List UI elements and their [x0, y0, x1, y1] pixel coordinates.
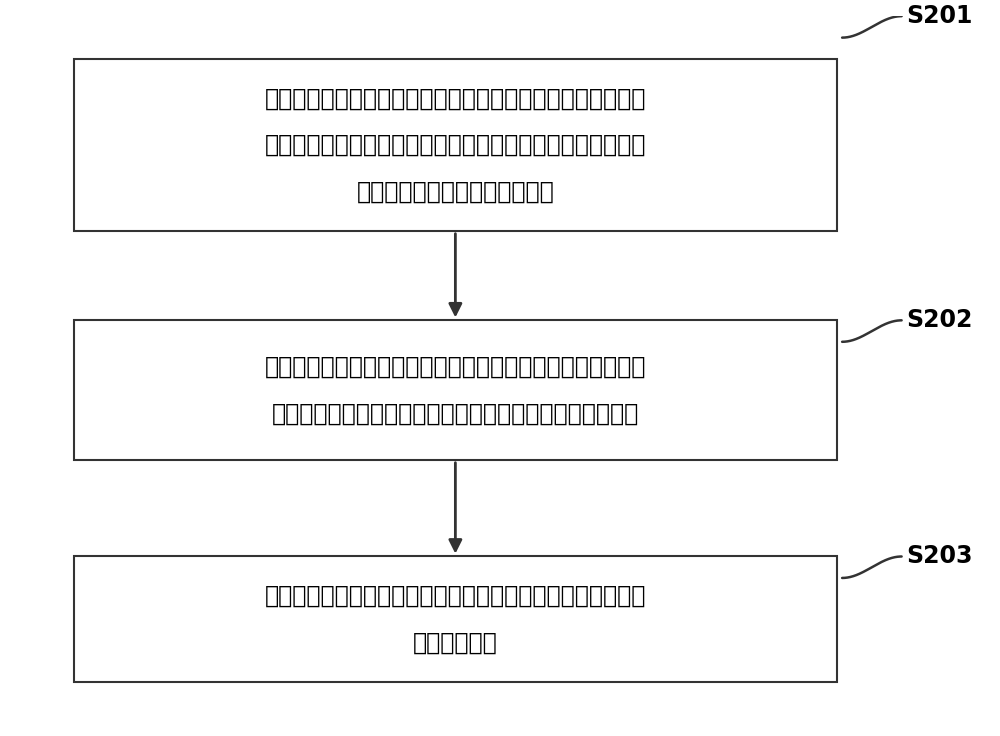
- Text: 值时，获取待切换的目标小区的可分配资源以及目标小区的至: 值时，获取待切换的目标小区的可分配资源以及目标小区的至: [265, 133, 646, 157]
- Text: 设备的业务信息，确定是否将目标终端设备切换至目标小区: 设备的业务信息，确定是否将目标终端设备切换至目标小区: [272, 401, 639, 425]
- FancyBboxPatch shape: [74, 556, 837, 682]
- Text: 少一个当前终端设备的业务信息: 少一个当前终端设备的业务信息: [357, 180, 554, 204]
- Text: S203: S203: [907, 545, 973, 568]
- Text: S202: S202: [907, 308, 973, 333]
- Text: 在目标终端设备在当前服务小区中的业务质量数据小于预设阈: 在目标终端设备在当前服务小区中的业务质量数据小于预设阈: [265, 86, 646, 110]
- Text: 根据目标小区的可分配资源以及目标小区的至少一个当前终端: 根据目标小区的可分配资源以及目标小区的至少一个当前终端: [265, 355, 646, 379]
- Text: 接入目标小区: 接入目标小区: [413, 630, 498, 654]
- FancyBboxPatch shape: [74, 320, 837, 460]
- Text: S201: S201: [907, 4, 973, 28]
- Text: 若确定将目标终端设备切换至目标小区，则指示目标终端设备: 若确定将目标终端设备切换至目标小区，则指示目标终端设备: [265, 584, 646, 608]
- FancyBboxPatch shape: [74, 59, 837, 231]
